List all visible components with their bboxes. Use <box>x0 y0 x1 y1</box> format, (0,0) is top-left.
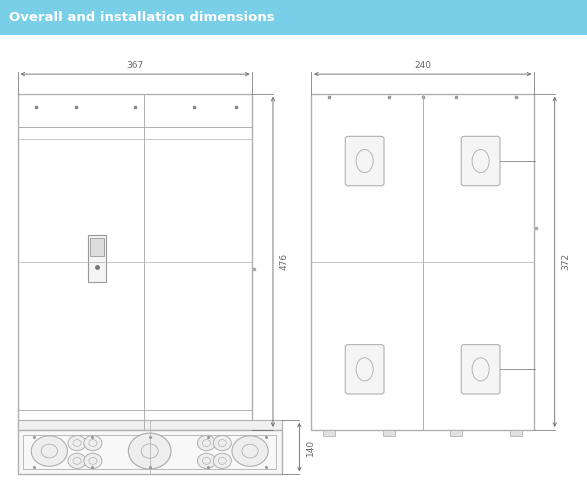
Text: 240: 240 <box>414 61 431 70</box>
Bar <box>311 94 534 430</box>
Circle shape <box>84 453 102 468</box>
Circle shape <box>213 435 231 451</box>
FancyBboxPatch shape <box>461 345 500 394</box>
Bar <box>511 430 522 436</box>
Circle shape <box>213 453 231 468</box>
Bar <box>100 430 114 436</box>
Text: 476: 476 <box>280 253 289 270</box>
Bar <box>18 410 252 430</box>
Bar <box>323 430 335 436</box>
Bar <box>18 430 282 474</box>
Circle shape <box>197 435 215 451</box>
FancyBboxPatch shape <box>461 136 500 186</box>
Bar <box>18 420 282 430</box>
Bar <box>88 235 106 282</box>
Circle shape <box>68 453 86 468</box>
Bar <box>227 430 241 436</box>
Bar <box>29 430 43 436</box>
Text: 372: 372 <box>562 253 571 270</box>
Bar <box>383 430 395 436</box>
Bar <box>450 430 462 436</box>
Bar <box>18 94 252 430</box>
Circle shape <box>68 435 86 451</box>
Circle shape <box>31 436 68 466</box>
Bar <box>156 430 170 436</box>
Text: 367: 367 <box>126 61 144 70</box>
Circle shape <box>197 453 215 468</box>
Bar <box>18 94 252 127</box>
Circle shape <box>84 435 102 451</box>
Circle shape <box>232 436 268 466</box>
Circle shape <box>129 433 171 469</box>
FancyBboxPatch shape <box>345 136 384 186</box>
Text: 140: 140 <box>306 439 315 455</box>
Text: Overall and installation dimensions: Overall and installation dimensions <box>9 11 275 24</box>
Bar <box>23 435 276 469</box>
Bar <box>0 0 587 35</box>
FancyBboxPatch shape <box>345 345 384 394</box>
Bar <box>90 238 104 256</box>
